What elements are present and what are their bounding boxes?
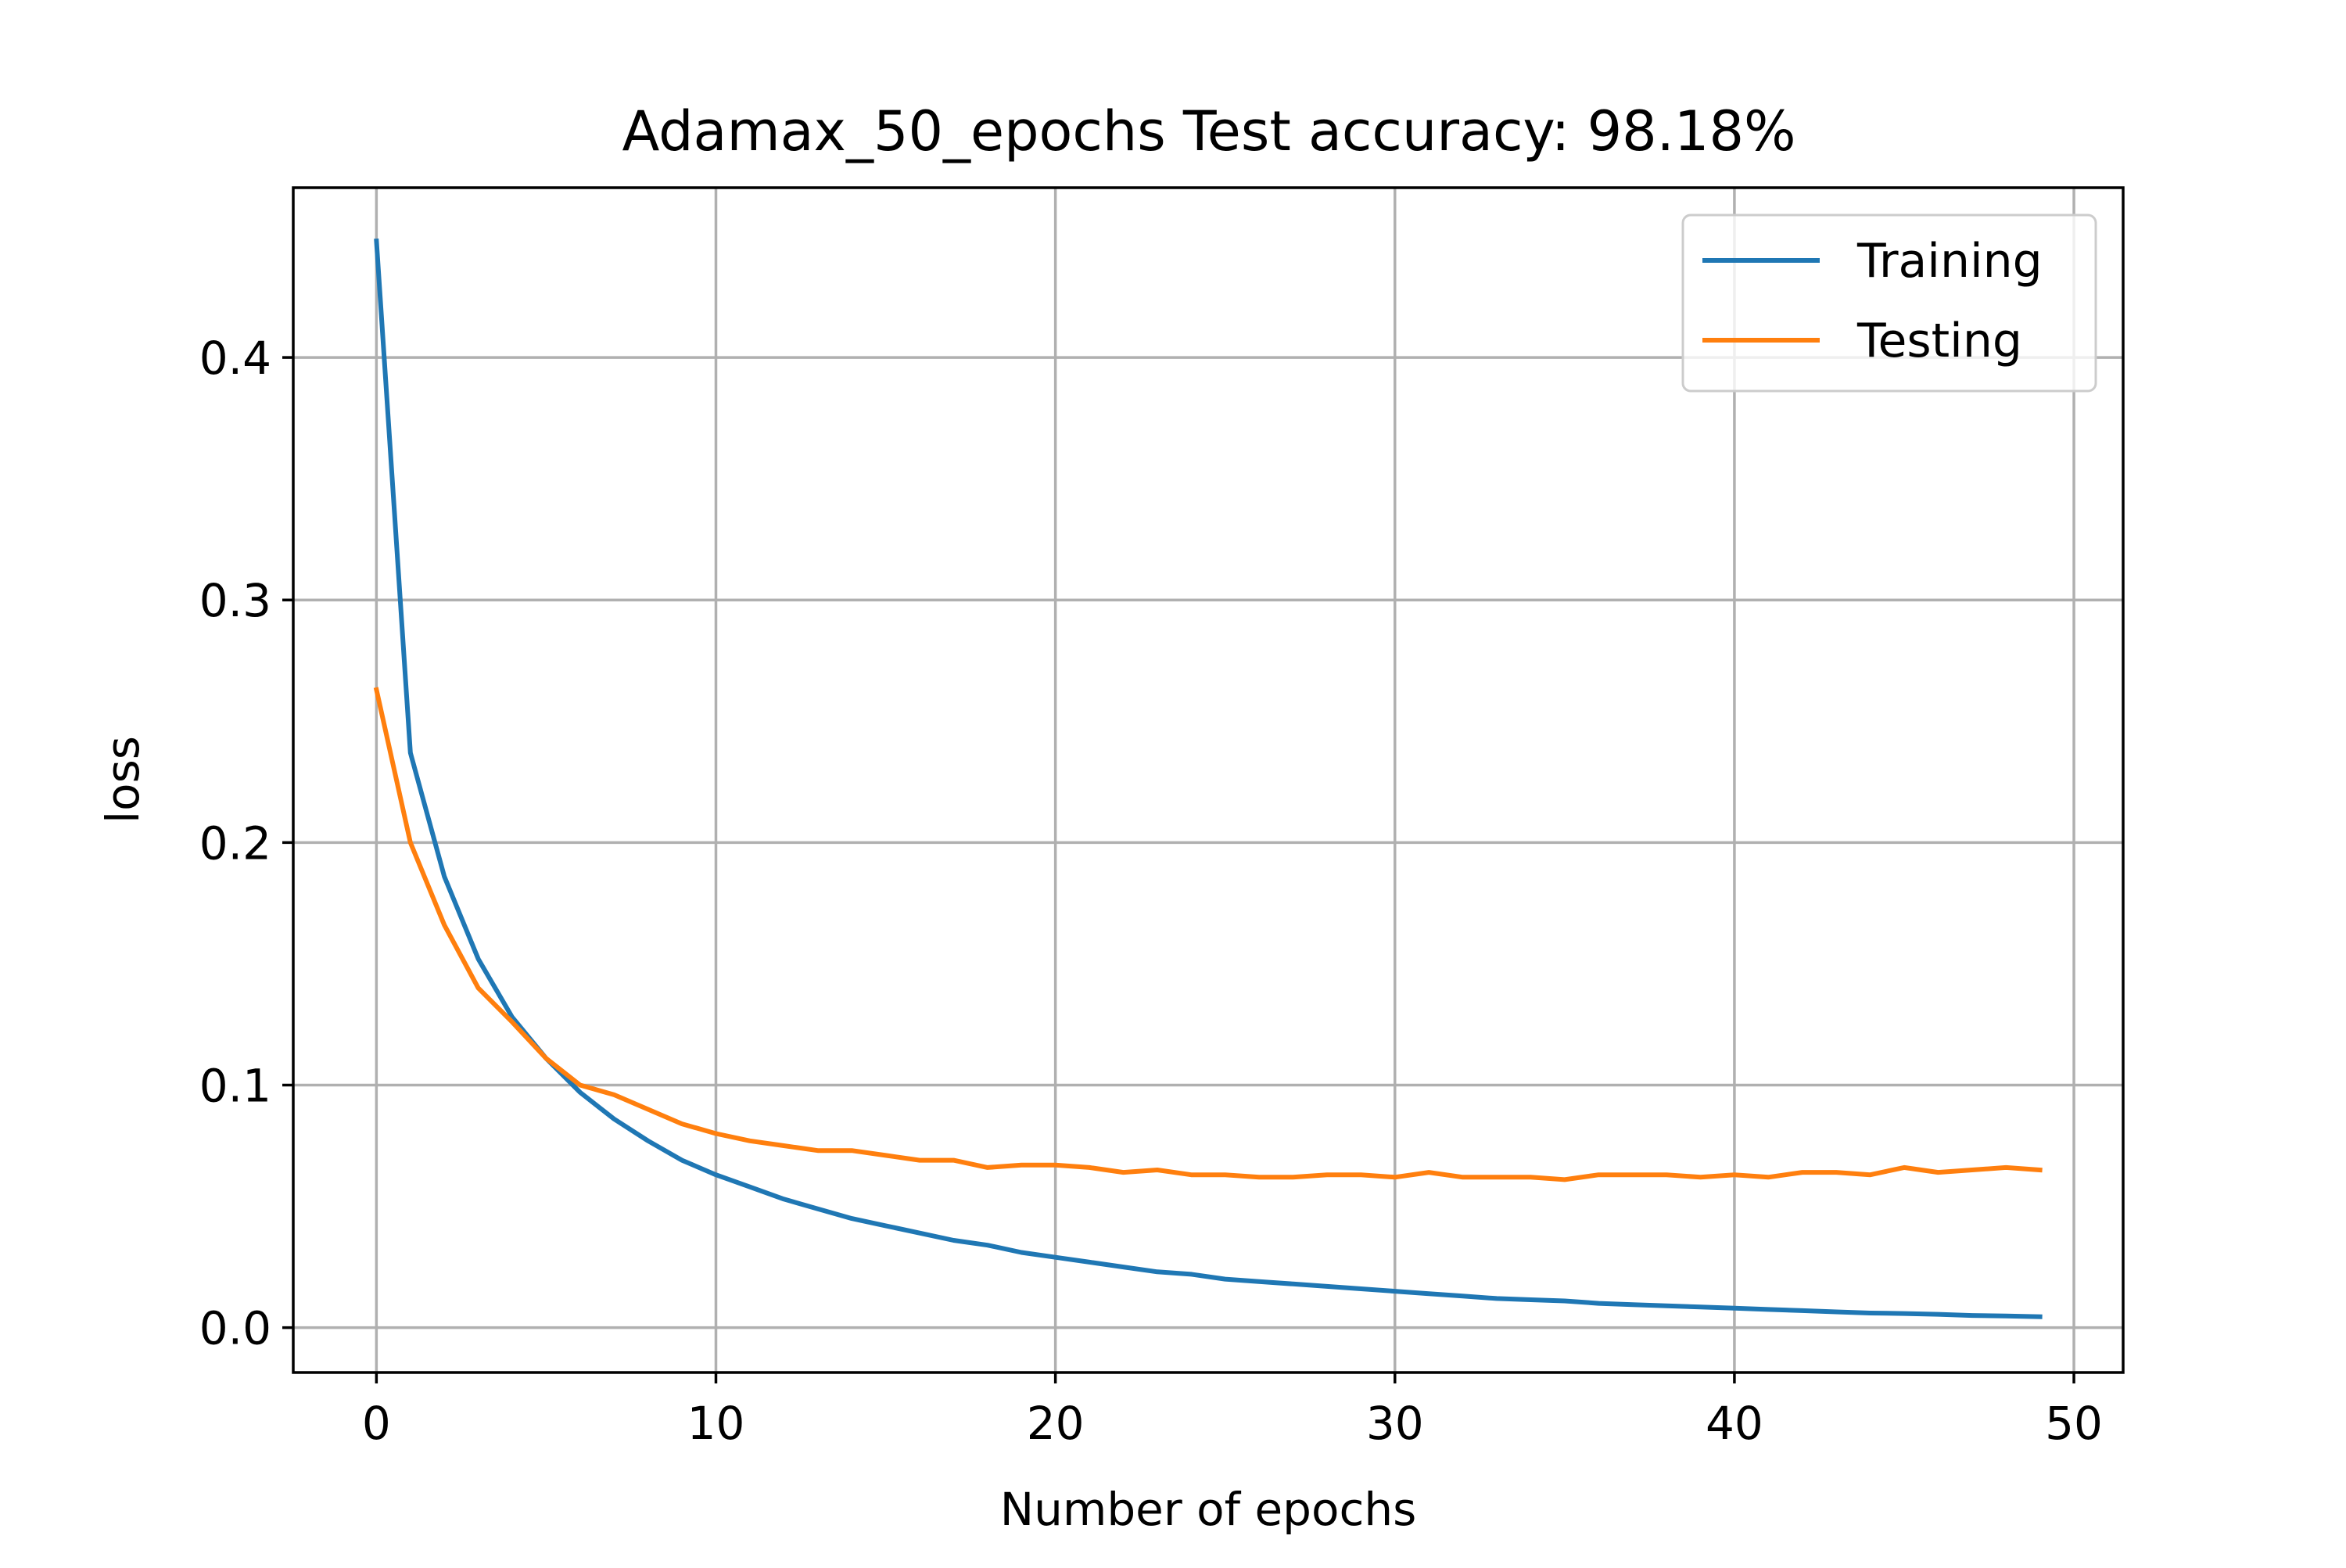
x-tick-label: 20	[1027, 1397, 1085, 1450]
legend-training-label: Training	[1856, 234, 2043, 289]
series-line-training	[374, 239, 2043, 1319]
y-tick-label: 0.2	[199, 816, 271, 870]
y-tick-label: 0.3	[199, 574, 271, 627]
y-axis-ticks: 0.0 0.1 0.2 0.3 0.4	[199, 332, 293, 1355]
y-tick-label: 0.0	[199, 1302, 271, 1355]
y-tick-label: 0.4	[199, 332, 271, 385]
plot-lines	[373, 239, 2043, 1319]
x-axis-ticks: 0 10 20 30 40 50	[362, 1372, 2103, 1450]
legend-testing-label: Testing	[1856, 314, 2022, 368]
x-tick-label: 40	[1706, 1397, 1763, 1450]
x-tick-label: 50	[2045, 1397, 2103, 1450]
series-line-testing	[373, 687, 2043, 1182]
plot-area-frame	[292, 186, 2125, 1374]
y-axis-label: loss	[96, 736, 149, 823]
x-tick-label: 0	[362, 1397, 391, 1450]
y-tick-label: 0.1	[199, 1059, 271, 1112]
x-axis-label: Number of epochs	[1000, 1483, 1417, 1536]
x-tick-label: 30	[1366, 1397, 1424, 1450]
legend: Training Testing	[1681, 213, 2097, 393]
chart-title: Adamax_50_epochs Test accuracy: 98.18%	[622, 99, 1795, 163]
x-tick-label: 10	[687, 1397, 745, 1450]
